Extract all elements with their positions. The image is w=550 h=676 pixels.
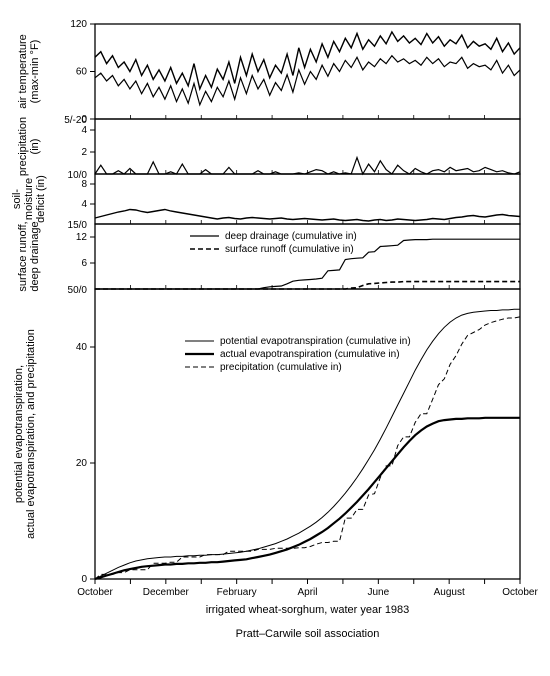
split-label: 5/-20 — [64, 115, 87, 126]
y-axis-label: (in) — [29, 139, 41, 155]
xtick-label: August — [434, 587, 465, 598]
xtick-label: April — [297, 587, 317, 598]
ytick-label: 120 — [70, 19, 87, 30]
series-min — [95, 56, 520, 105]
y-axis-label: (max-min °F) — [29, 40, 41, 104]
xtick-label: February — [217, 587, 257, 598]
legend-label: precipitation (cumulative in) — [220, 362, 342, 373]
legend-label: actual evapotranspiration (cumulative in… — [220, 349, 400, 360]
y-axis-label: air temperature — [17, 34, 29, 109]
y-axis-label: precipitation — [17, 117, 29, 176]
split-label: 15/0 — [68, 220, 88, 231]
ytick-label: 6 — [81, 258, 87, 269]
y-axis-label: actual evapotranspiration, and precipita… — [25, 329, 37, 539]
ytick-label: 4 — [81, 125, 87, 136]
ytick-label: 4 — [81, 199, 87, 210]
ytick-label: 60 — [76, 67, 88, 78]
legend-label: surface runoff (cumulative in) — [225, 244, 354, 255]
split-label: 10/0 — [68, 170, 88, 181]
ytick-label: 12 — [76, 232, 88, 243]
series-smd — [95, 210, 520, 222]
y-axis-label: moisture — [23, 178, 35, 220]
legend-label: potential evapotranspiration (cumulative… — [220, 336, 411, 347]
xtick-label: October — [77, 587, 113, 598]
y-axis-label: potential evapotranspiration, — [13, 365, 25, 503]
ytick-label: 40 — [76, 342, 88, 353]
ytick-label: 20 — [76, 458, 88, 469]
xtick-label: October — [502, 587, 538, 598]
ytick-label: 0 — [81, 574, 87, 585]
y-axis-label: soil- — [11, 189, 23, 210]
caption-line2: Pratt–Carwile soil association — [236, 628, 380, 640]
split-label: 50/0 — [68, 285, 88, 296]
series-max — [95, 32, 520, 89]
y-axis-label: deficit (in) — [35, 175, 47, 223]
chart-svg: 060120air temperature(max-min °F)245/-20… — [10, 10, 540, 666]
ytick-label: 2 — [81, 147, 87, 158]
multi-panel-chart: 060120air temperature(max-min °F)245/-20… — [10, 10, 540, 666]
caption-line1: irrigated wheat-sorghum, water year 1983 — [206, 604, 410, 616]
xtick-label: December — [143, 587, 190, 598]
xtick-label: June — [367, 587, 389, 598]
y-axis-label: deep drainage — [29, 221, 41, 291]
series-actual-et — [95, 418, 520, 579]
legend-label: deep drainage (cumulative in) — [225, 231, 357, 242]
y-axis-label: surface runoff, — [17, 221, 29, 291]
